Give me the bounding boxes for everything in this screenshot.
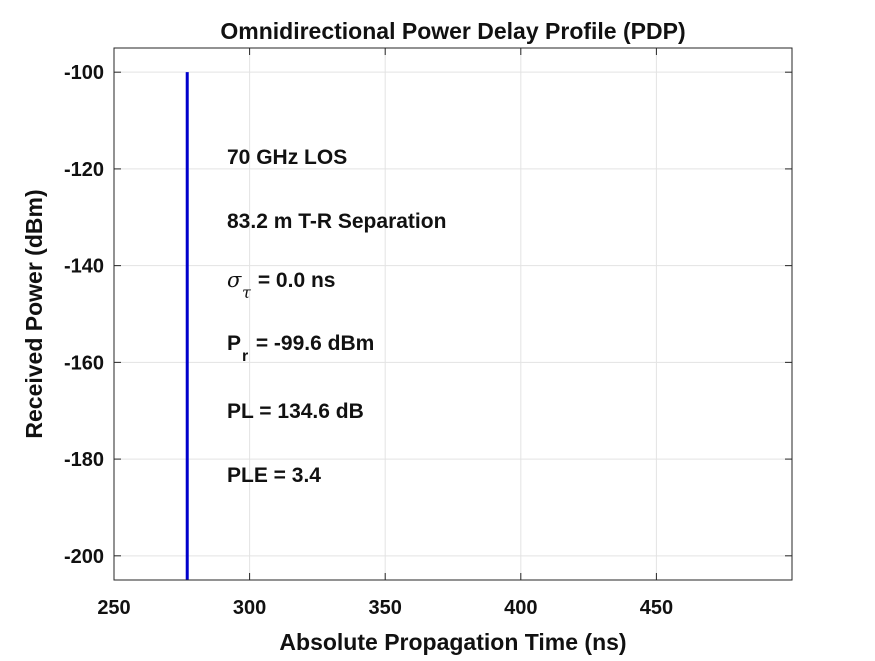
received-power-subscript: r [242,348,248,365]
y-tick-label: -160 [64,352,104,374]
x-tick-label: 250 [97,597,130,619]
tick-layer: 250 300 350 400 450 -100 -120 -140 -160 -180 -200 [64,48,792,619]
rms-delay-value: = 0.0 ns [252,269,335,292]
chart-title: Omnidirectional Power Delay Profile (PDP… [220,18,685,44]
annotation-separation: 83.2 m T-R Separation [227,210,446,233]
annotation-received-power: P r = -99.6 dBm [227,332,374,365]
y-tick-label: -140 [64,256,104,278]
received-power-value: = -99.6 dBm [250,332,374,355]
annotation-rms-delay: σ τ = 0.0 ns [227,268,335,302]
x-tick-label: 400 [504,597,537,619]
received-power-symbol: P [227,332,241,355]
y-tick-label: -200 [64,546,104,568]
rms-delay-symbol: σ [227,268,242,292]
x-tick-label: 300 [233,597,266,619]
x-axis-label: Absolute Propagation Time (ns) [279,629,626,655]
y-tick-label: -120 [64,159,104,181]
y-tick-label: -180 [64,449,104,471]
x-tick-label: 350 [369,597,402,619]
annotation-path-loss: PL = 134.6 dB [227,400,364,423]
rms-delay-subscript: τ [242,283,252,302]
axes-box [113,47,793,581]
x-tick-label: 450 [640,597,673,619]
plot-background [114,48,792,580]
y-tick-label: -100 [64,62,104,84]
grid-lines [113,48,792,580]
y-axis-label: Received Power (dBm) [21,189,47,438]
annotation-frequency: 70 GHz LOS [227,146,347,169]
annotation-ple: PLE = 3.4 [227,464,321,487]
